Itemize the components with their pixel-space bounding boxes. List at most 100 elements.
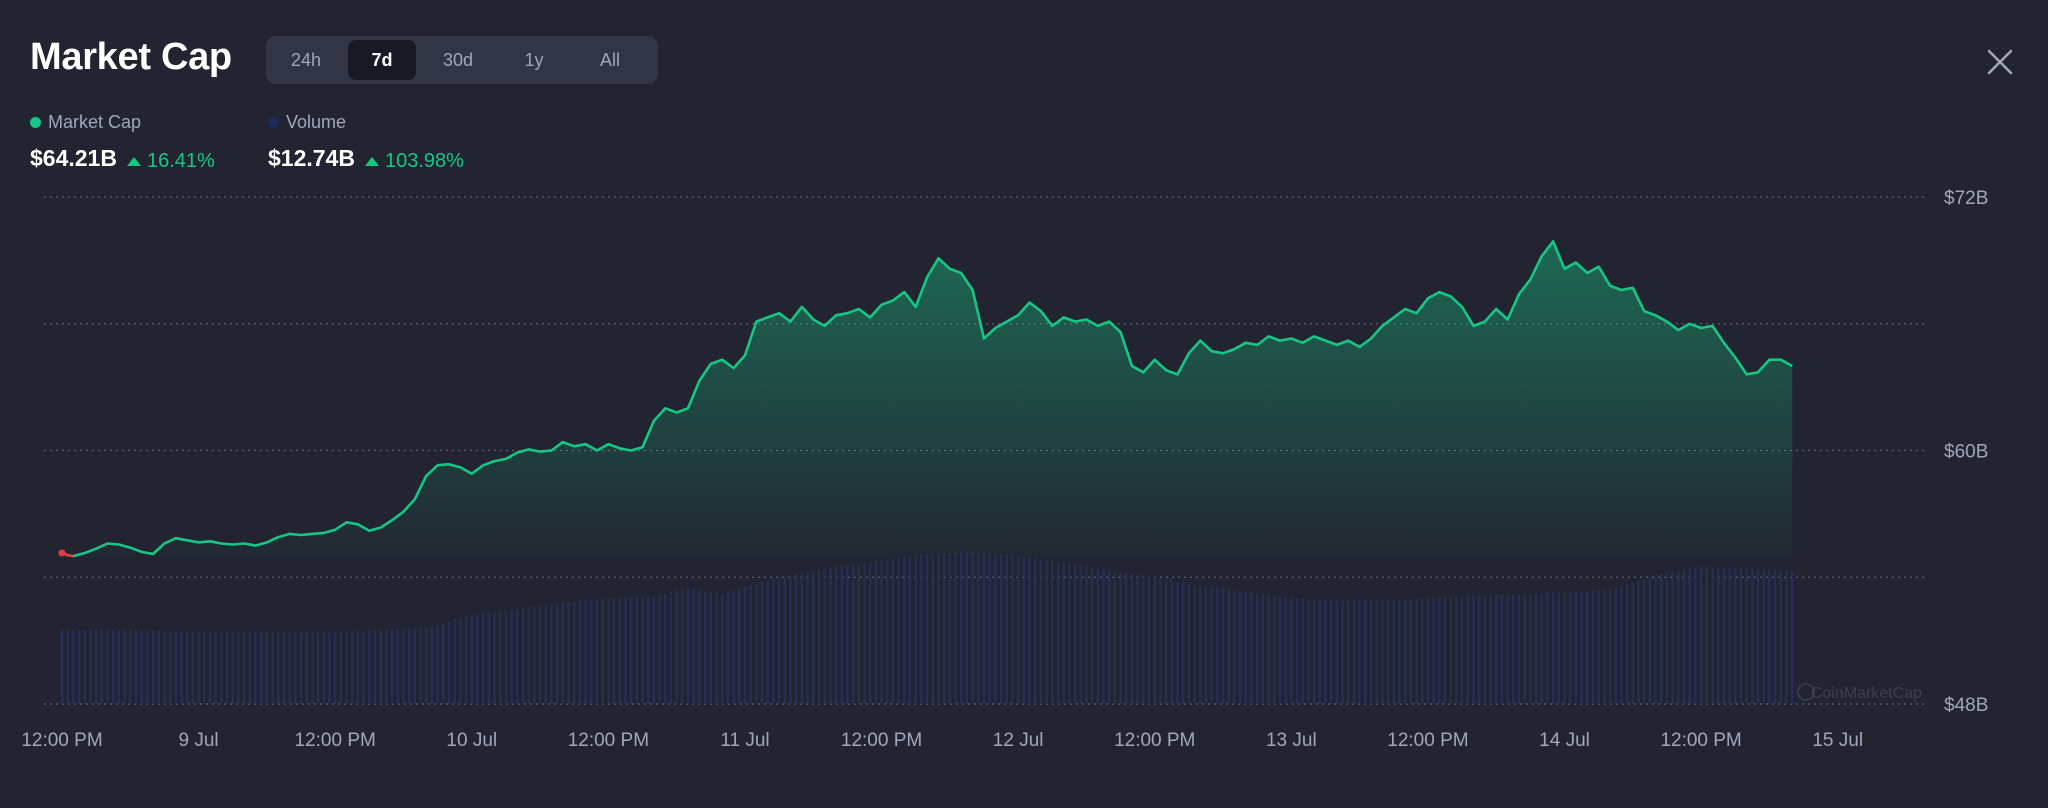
- volume-bar: [1022, 556, 1026, 704]
- tab-7d[interactable]: 7d: [348, 40, 416, 80]
- volume-bar: [800, 573, 804, 704]
- tab-all[interactable]: All: [599, 49, 620, 70]
- volume-bar: [1164, 579, 1168, 704]
- volume-bar: [1489, 595, 1492, 704]
- volume-bar: [476, 614, 479, 704]
- volume-bar: [1199, 585, 1202, 704]
- volume-bar: [1113, 571, 1117, 704]
- market-cap-area: [62, 241, 1793, 557]
- volume-bar: [692, 588, 695, 704]
- volume-bar: [618, 597, 621, 704]
- volume-bar: [151, 630, 155, 704]
- volume-bar: [1694, 567, 1697, 704]
- volume-bar: [504, 610, 508, 704]
- volume-bar: [1671, 571, 1674, 704]
- volume-bar: [720, 594, 724, 704]
- volume-bar: [1546, 592, 1549, 704]
- volume-bar: [1386, 600, 1390, 704]
- volume-bar: [1221, 588, 1225, 704]
- volume-bar: [1312, 599, 1316, 704]
- up-arrow-icon: [126, 157, 141, 166]
- volume-bar: [760, 582, 764, 704]
- volume-bar: [937, 553, 940, 704]
- x-tick-label: 12:00 PM: [841, 730, 922, 751]
- volume-bar: [373, 630, 377, 704]
- volume-bar: [1318, 599, 1321, 704]
- tab-24h[interactable]: 24h: [290, 49, 322, 70]
- volume-bar: [681, 589, 684, 704]
- volume-bar: [794, 574, 798, 704]
- volume-bar: [1255, 593, 1259, 704]
- volume-bar: [163, 631, 166, 704]
- volume-bar: [1734, 568, 1737, 704]
- volume-bar: [1358, 600, 1361, 704]
- volume-bar: [1079, 565, 1082, 704]
- volume-bar: [442, 623, 445, 704]
- start-point: [58, 549, 66, 557]
- volume-bar: [851, 564, 855, 704]
- volume-bar: [1603, 590, 1606, 704]
- volume-bar: [1216, 588, 1219, 704]
- volume-bar: [425, 627, 428, 704]
- volume-bar: [1108, 570, 1111, 704]
- volume-label: Volume: [286, 112, 347, 132]
- volume-bar: [965, 552, 969, 704]
- volume-bar: [612, 598, 616, 704]
- volume-bar: [641, 596, 644, 704]
- volume-bar: [322, 632, 326, 704]
- volume-bar: [294, 632, 297, 704]
- volume-bar: [1102, 569, 1105, 704]
- volume-bar: [1403, 599, 1407, 704]
- volume-bar: [396, 629, 399, 704]
- volume-bar: [1512, 594, 1515, 704]
- volume-bar: [595, 599, 599, 704]
- close-icon[interactable]: [1984, 46, 2016, 78]
- volume-bar: [1016, 556, 1020, 704]
- volume-bar: [1438, 597, 1441, 704]
- volume-bar: [66, 630, 69, 704]
- volume-bar: [1642, 578, 1646, 704]
- volume-bar: [186, 631, 189, 704]
- volume-bar: [1267, 595, 1270, 704]
- volume-bar: [493, 612, 496, 704]
- volume-bar: [1261, 594, 1265, 704]
- volume-bar: [94, 630, 98, 704]
- volume-bar: [1062, 562, 1065, 704]
- volume-bar: [419, 628, 422, 704]
- volume-bar: [977, 552, 980, 704]
- volume-bar: [430, 626, 434, 704]
- volume-bar: [846, 565, 849, 704]
- volume-bar: [1273, 595, 1276, 704]
- volume-bar: [635, 597, 639, 704]
- volume-bar: [925, 554, 929, 704]
- volume-bar: [1085, 566, 1088, 704]
- volume-bar: [208, 632, 212, 704]
- volume-bar: [1056, 561, 1060, 704]
- volume-bar: [590, 599, 593, 704]
- volume-bar: [1369, 600, 1373, 704]
- volume-bar: [1751, 569, 1754, 704]
- volume-bar: [897, 557, 900, 704]
- volume-bar: [356, 631, 360, 704]
- volume-bar: [1455, 597, 1458, 704]
- volume-bar: [1045, 560, 1048, 704]
- volume-bar: [402, 629, 405, 704]
- volume-bar: [1472, 596, 1475, 704]
- tab-1y[interactable]: 1y: [524, 49, 544, 70]
- volume-bar: [1011, 555, 1014, 704]
- tab-30d[interactable]: 30d: [442, 49, 474, 70]
- x-tick-label: 12:00 PM: [21, 730, 102, 751]
- timeframe-tabs: 24h 7d 30d 1y All: [266, 36, 658, 84]
- volume-bar: [1227, 589, 1230, 704]
- volume-bar: [1159, 578, 1162, 704]
- volume-bar: [874, 561, 878, 704]
- x-tick-label: 12 Jul: [993, 730, 1044, 751]
- volume-bar: [1398, 599, 1401, 704]
- volume-bar: [277, 632, 280, 704]
- volume-bar: [1517, 594, 1521, 704]
- volume-bar: [1540, 593, 1543, 704]
- volume-bar: [1785, 570, 1788, 704]
- volume-bar: [584, 600, 587, 704]
- volume-bar: [191, 631, 195, 704]
